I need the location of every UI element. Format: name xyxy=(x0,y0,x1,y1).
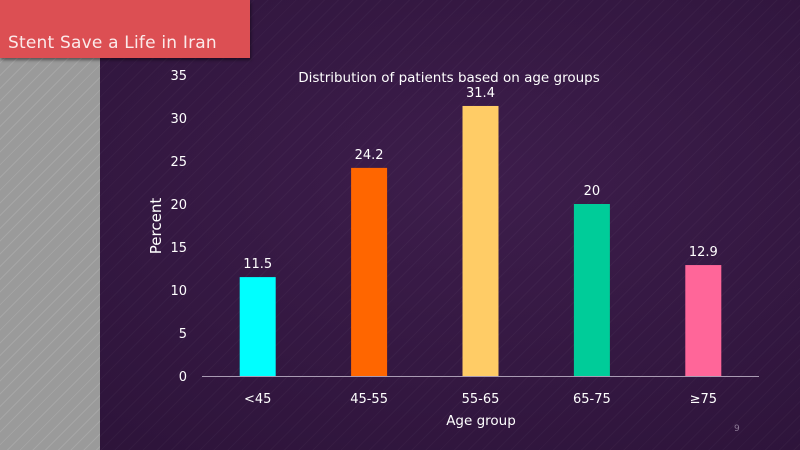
y-axis-ticks: 0 5 10 15 20 25 30 35 xyxy=(170,69,187,385)
y-tick-label: 30 xyxy=(170,112,187,127)
data-label: 11.5 xyxy=(243,257,272,272)
y-tick-label: 25 xyxy=(170,155,187,170)
y-tick-label: 15 xyxy=(170,241,187,256)
x-axis-label: Age group xyxy=(446,413,516,429)
title-bar: Stent Save a Life in Iran xyxy=(0,0,250,58)
x-axis-ticks: <45 45-55 55-65 65-75 ≥75 xyxy=(244,392,717,407)
y-tick-label: 5 xyxy=(179,327,187,342)
x-tick-label: <45 xyxy=(244,392,271,407)
bar-5 xyxy=(685,265,722,376)
data-labels: 11.5 24.2 31.4 20 12.9 xyxy=(243,86,718,272)
y-tick-label: 0 xyxy=(179,370,187,385)
y-tick-label: 10 xyxy=(170,284,187,299)
bar-4 xyxy=(573,204,610,376)
data-label: 20 xyxy=(584,184,601,199)
x-tick-label: ≥75 xyxy=(690,392,717,407)
bar-1 xyxy=(239,277,276,376)
x-tick-label: 45-55 xyxy=(350,392,388,407)
bar-2 xyxy=(351,167,388,376)
x-tick-label: 65-75 xyxy=(573,392,611,407)
data-label: 12.9 xyxy=(689,245,718,260)
y-tick-label: 20 xyxy=(170,198,187,213)
data-label: 31.4 xyxy=(466,86,495,101)
x-tick-label: 55-65 xyxy=(462,392,500,407)
chart-title: Distribution of patients based on age gr… xyxy=(298,70,600,86)
y-axis-label: Percent xyxy=(147,198,165,255)
side-panel xyxy=(0,0,100,450)
page-number: 9 xyxy=(734,424,740,434)
data-label: 24.2 xyxy=(355,148,384,163)
bars xyxy=(239,105,722,377)
y-tick-label: 35 xyxy=(170,69,187,84)
slide-title: Stent Save a Life in Iran xyxy=(8,33,217,53)
bar-3 xyxy=(462,105,499,377)
